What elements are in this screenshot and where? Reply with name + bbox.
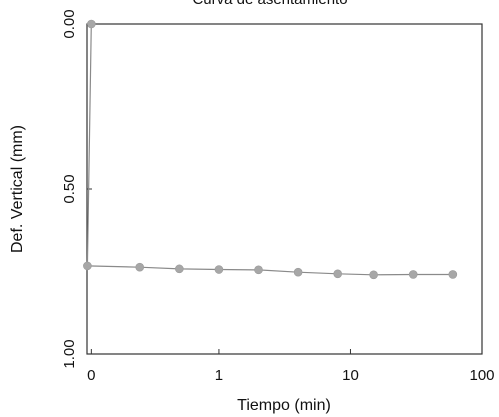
- x-tick-label: 10: [342, 367, 359, 384]
- x-tick-label: 1: [215, 367, 223, 384]
- data-point: [135, 262, 145, 272]
- data-point: [175, 264, 184, 274]
- data-point: [83, 261, 92, 271]
- x-tick-label: 0: [87, 367, 95, 384]
- data-point: [408, 270, 418, 279]
- y-tick-label: 0.50: [61, 174, 78, 203]
- data-point: [293, 267, 303, 277]
- plot-area: [86, 23, 483, 355]
- x-tick-label: 100: [469, 367, 494, 384]
- y-tick-label: 1.00: [61, 339, 78, 368]
- x-axis-ticks: 0 1 10 100: [87, 349, 495, 384]
- data-points: [83, 19, 458, 280]
- x-axis-label: Tiempo (min): [237, 397, 331, 414]
- data-point: [254, 265, 263, 275]
- data-point: [87, 19, 96, 29]
- data-point: [448, 270, 458, 279]
- y-axis-label: Def. Vertical (mm): [9, 125, 26, 253]
- data-point: [214, 265, 224, 274]
- chart-title: Curva de asentamiento: [192, 0, 347, 8]
- y-tick-label: 0.00: [61, 9, 78, 38]
- y-axis-ticks: 0.00 0.50 1.00: [61, 9, 92, 369]
- data-point: [369, 270, 378, 280]
- data-point: [333, 269, 343, 279]
